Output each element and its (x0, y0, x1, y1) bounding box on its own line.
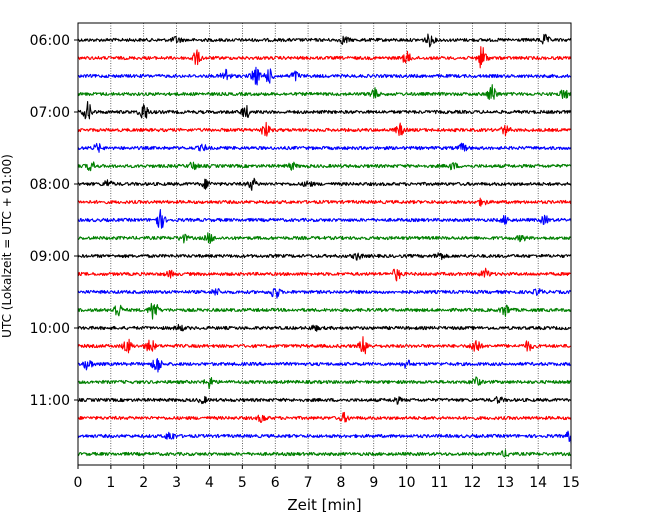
x-tick-label: 11 (431, 475, 449, 491)
grid-lines (110, 23, 539, 465)
seismic-trace (77, 376, 572, 390)
seismic-trace (77, 121, 572, 137)
seismic-trace (77, 197, 572, 207)
trace-group (77, 33, 572, 458)
x-tick-label: 8 (336, 475, 345, 491)
seismic-trace (77, 84, 572, 100)
x-tick-label: 0 (74, 475, 83, 491)
seismic-trace (77, 100, 572, 120)
seismic-trace (77, 209, 572, 229)
x-tick-label: 5 (238, 475, 247, 491)
seismic-trace (77, 46, 572, 69)
x-tick-label: 7 (304, 475, 313, 491)
x-axis-label: Zeit [min] (287, 496, 361, 514)
seismic-trace (77, 66, 572, 86)
x-tick-label: 10 (398, 475, 416, 491)
seismic-trace (77, 430, 572, 444)
seismic-trace (77, 288, 572, 299)
y-tick-label: 07:00 (30, 105, 70, 121)
x-tick-label: 3 (172, 475, 181, 491)
x-tick-label: 12 (463, 475, 481, 491)
seismic-trace (77, 142, 572, 153)
seismic-trace (77, 302, 572, 320)
seismic-trace (77, 323, 572, 332)
x-tick-label: 13 (496, 475, 514, 491)
seismic-trace (77, 177, 572, 191)
seismic-trace (77, 336, 572, 355)
x-tick-label: 9 (369, 475, 378, 491)
seismic-trace (77, 161, 572, 172)
y-tick-label: 11:00 (30, 393, 70, 409)
seismic-trace (77, 33, 572, 48)
y-axis-label: UTC (Lokalzeit = UTC + 01:00) (0, 154, 14, 338)
x-tick-label: 15 (562, 475, 580, 491)
seismic-trace (77, 358, 572, 373)
x-tick-label: 6 (271, 475, 280, 491)
y-tick-label: 06:00 (30, 33, 70, 49)
x-tick-label: 1 (106, 475, 115, 491)
plot-frame (77, 22, 572, 466)
x-tick-label: 4 (205, 475, 214, 491)
y-tick-label: 08:00 (30, 177, 70, 193)
seismic-trace (77, 395, 572, 405)
x-tick-label: 2 (139, 475, 148, 491)
seismic-trace (77, 252, 572, 261)
x-tick-label: 14 (529, 475, 547, 491)
seismic-trace (77, 267, 572, 282)
x-axis-ticks: 0 1 2 3 4 5 6 7 8 9 10 11 12 13 14 15 (74, 465, 580, 491)
seismic-trace (77, 232, 572, 244)
seismic-trace (77, 411, 572, 424)
y-axis-ticks: 06:00 07:00 08:00 09:00 10:00 11:00 (30, 33, 78, 409)
seismic-trace (77, 449, 572, 458)
y-tick-label: 09:00 (30, 249, 70, 265)
y-tick-label: 10:00 (30, 321, 70, 337)
